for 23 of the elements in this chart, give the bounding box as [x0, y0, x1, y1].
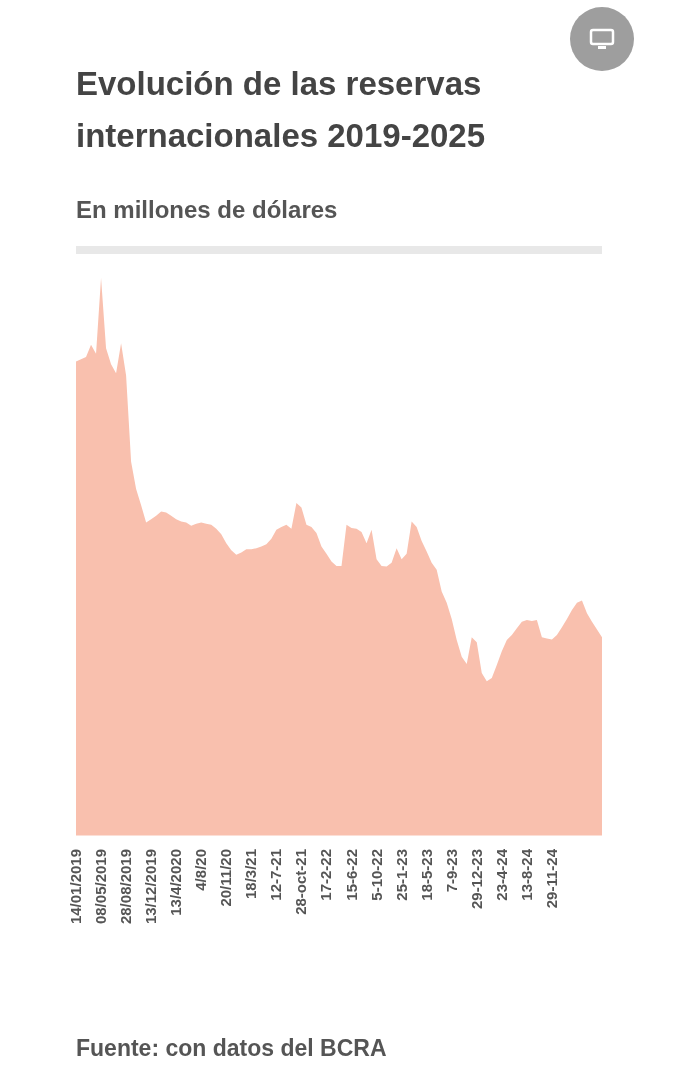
- x-tick-label: 13/12/2019: [142, 849, 160, 925]
- x-tick-label: 15-6-22: [342, 849, 360, 901]
- x-tick-label: 28/08/2019: [117, 849, 135, 925]
- x-tick-label: 23-4-24: [492, 848, 510, 901]
- x-tick-label: 29-12-23: [467, 849, 485, 910]
- chart-subtitle: En millones de dólares: [76, 196, 338, 224]
- source-note: Fuente: con datos del BCRA: [76, 1035, 387, 1062]
- chart-title: Evolución de las reservas internacionales 2019-2025: [76, 64, 487, 156]
- x-tick-label: 17-2-22: [317, 849, 335, 901]
- x-tick-label: 18-5-23: [417, 849, 435, 901]
- x-tick-label: 13-8-24: [517, 848, 535, 901]
- x-tick-label: 14/01/2019: [67, 849, 84, 925]
- x-tick-label: 4/8/20: [192, 849, 210, 891]
- x-tick-label: 7-9-23: [442, 849, 460, 893]
- x-tick-label: 5-10-22: [367, 849, 385, 901]
- x-tick-label: 28-oct-21: [292, 849, 310, 915]
- x-tick-label: 08/05/2019: [92, 849, 110, 925]
- x-tick-label: 20/11/20: [217, 849, 235, 907]
- x-tick-label: 29-11-24: [542, 848, 560, 909]
- x-tick-label: 25-1-23: [392, 849, 410, 901]
- x-tick-label: 18/3/21: [242, 849, 260, 900]
- x-tick-label: 13/4/2020: [167, 849, 185, 916]
- x-tick-label: 12-7-21: [267, 849, 285, 901]
